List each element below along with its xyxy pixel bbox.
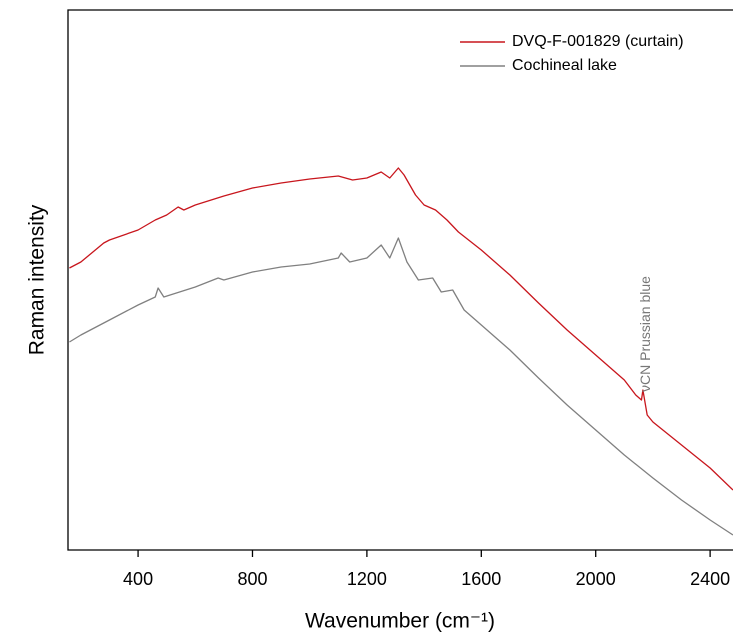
- plot-frame: [67, 9, 733, 551]
- legend-label: DVQ-F-001829 (curtain): [512, 33, 684, 50]
- legend-label: Cochineal lake: [512, 57, 617, 74]
- x-tick-label: 1600: [461, 569, 501, 589]
- x-axis-label: Wavenumber (cm⁻¹): [305, 610, 495, 633]
- x-tick-label: 2400: [690, 569, 730, 589]
- x-tick-label: 400: [123, 569, 153, 589]
- x-tick-label: 2000: [576, 569, 616, 589]
- x-tick-label: 1200: [347, 569, 387, 589]
- x-tick-label: 800: [237, 569, 267, 589]
- y-axis-label: Raman intensity: [26, 204, 49, 355]
- annotation: νCN Prussian blue: [637, 276, 653, 392]
- series-line: [69, 167, 733, 491]
- series-line: [69, 237, 733, 536]
